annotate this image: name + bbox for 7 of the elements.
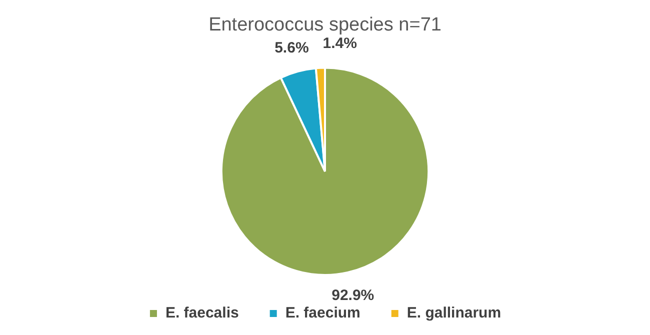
data-label: 1.4% (322, 35, 357, 52)
legend-label: E. faecalis (165, 304, 239, 322)
legend-label: E. gallinarum (406, 304, 502, 322)
legend-label: E. faecium (285, 304, 360, 322)
data-label: 92.9% (332, 287, 374, 304)
chart-title: Enterococcus species n=71 (208, 14, 442, 36)
data-label: 5.6% (274, 39, 309, 56)
